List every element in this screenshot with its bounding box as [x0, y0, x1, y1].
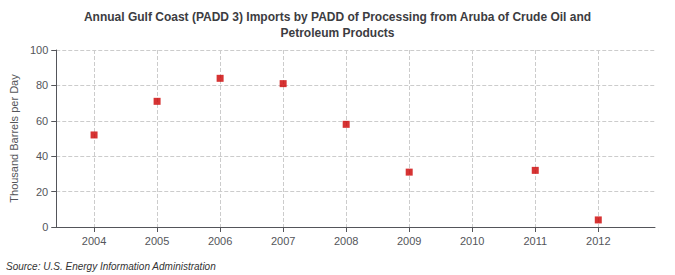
svg-text:Annual Gulf Coast (PADD 3) Imp: Annual Gulf Coast (PADD 3) Imports by PA… [84, 10, 591, 24]
svg-text:40: 40 [36, 150, 48, 162]
svg-text:Petroleum Products: Petroleum Products [280, 26, 394, 40]
svg-text:2010: 2010 [460, 235, 484, 247]
svg-text:2005: 2005 [145, 235, 169, 247]
svg-text:60: 60 [36, 115, 48, 127]
svg-text:2007: 2007 [271, 235, 295, 247]
svg-text:2012: 2012 [586, 235, 610, 247]
svg-text:2008: 2008 [334, 235, 358, 247]
svg-text:2011: 2011 [523, 235, 547, 247]
svg-text:Thousand Barrels per Day: Thousand Barrels per Day [8, 74, 20, 203]
svg-text:2004: 2004 [82, 235, 106, 247]
svg-text:20: 20 [36, 186, 48, 198]
svg-text:0: 0 [42, 221, 48, 233]
svg-text:2009: 2009 [397, 235, 421, 247]
svg-text:2006: 2006 [208, 235, 232, 247]
svg-text:80: 80 [36, 79, 48, 91]
svg-text:Source: U.S. Energy Informatio: Source: U.S. Energy Information Administ… [6, 261, 216, 272]
svg-text:100: 100 [30, 44, 48, 56]
